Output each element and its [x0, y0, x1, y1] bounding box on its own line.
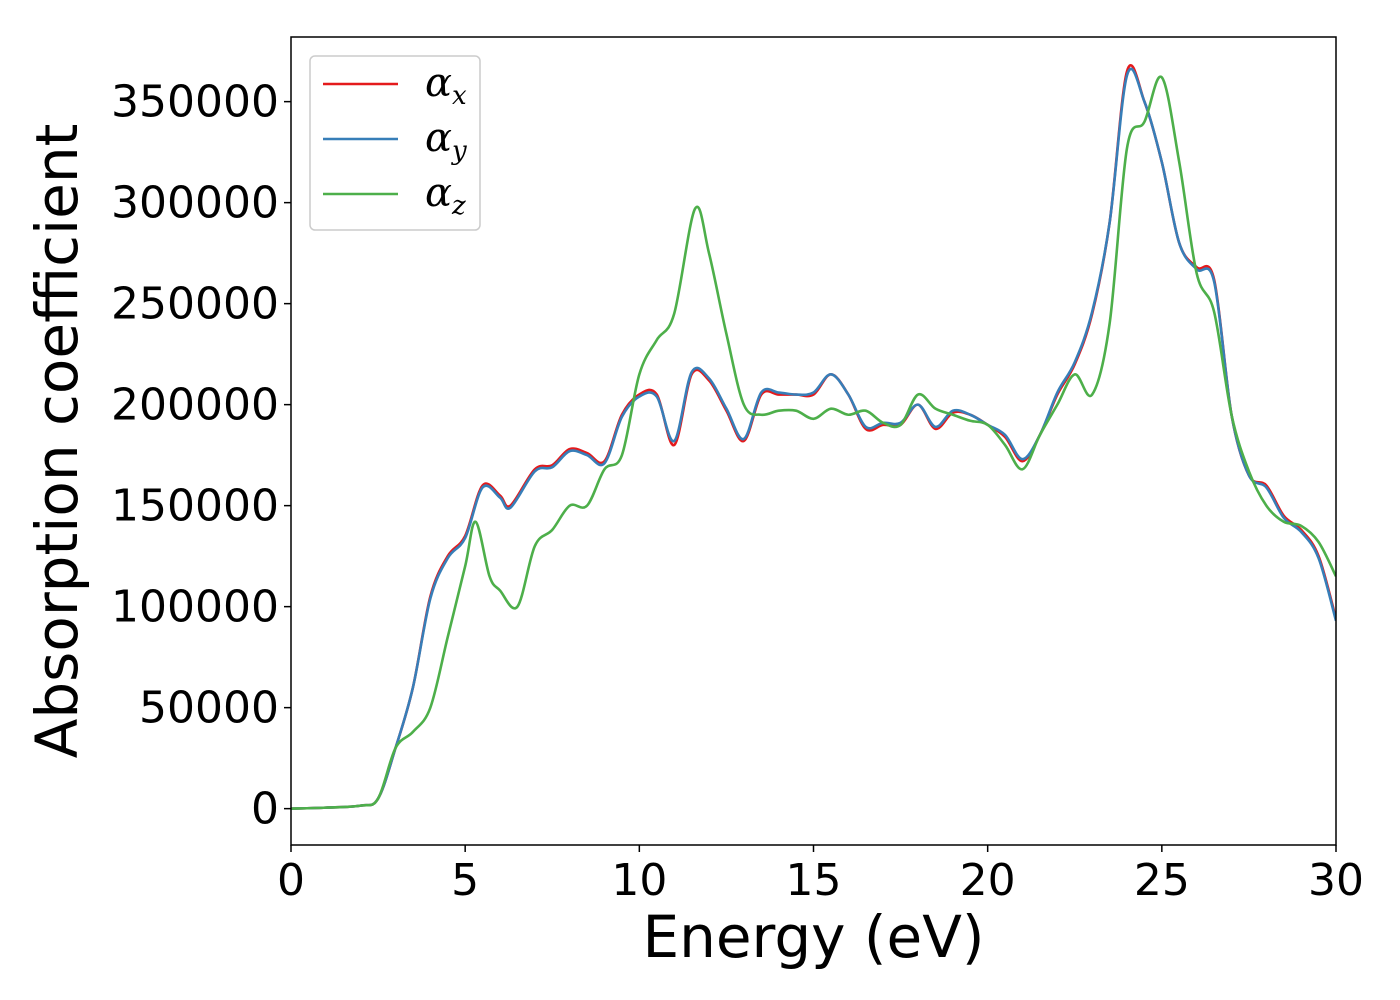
y-tick-label: 300000: [111, 178, 279, 229]
y-axis-ticks: 0 50000 100000 150000 200000 250000 300000 3500…: [111, 77, 291, 835]
legend-label-x: αx: [425, 60, 467, 111]
legend-box: [309, 55, 481, 231]
x-tick-label: 15: [786, 855, 842, 906]
x-tick-label: 30: [1308, 855, 1364, 906]
y-tick-label: 50000: [139, 683, 279, 734]
y-axis-label: Absorption coefficient: [23, 124, 91, 759]
x-axis-label: Energy (eV): [642, 903, 984, 971]
x-tick-label: 25: [1134, 855, 1190, 906]
x-axis-ticks: 0 5 10 15 20 25 30: [277, 845, 1364, 906]
legend-label-y: αy: [425, 115, 467, 166]
legend-label-z: αz: [425, 170, 466, 221]
x-tick-label: 5: [451, 855, 479, 906]
y-tick-label: 150000: [111, 481, 279, 532]
y-tick-label: 350000: [111, 77, 279, 128]
y-tick-label: 200000: [111, 380, 279, 431]
x-tick-label: 20: [960, 855, 1016, 906]
x-tick-label: 10: [611, 855, 667, 906]
plot-series: [291, 63, 1336, 810]
series-line-z: [291, 75, 1336, 810]
y-tick-label: 250000: [111, 279, 279, 330]
y-tick-label: 0: [251, 784, 279, 835]
y-tick-label: 100000: [111, 582, 279, 633]
x-tick-label: 0: [277, 855, 305, 906]
series-line-y: [291, 67, 1336, 810]
